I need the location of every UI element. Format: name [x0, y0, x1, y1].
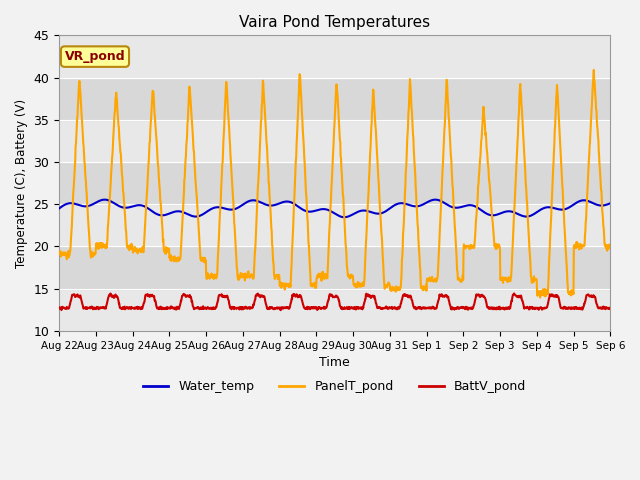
- Legend: Water_temp, PanelT_pond, BattV_pond: Water_temp, PanelT_pond, BattV_pond: [138, 375, 531, 398]
- Bar: [59, 246, 611, 288]
- X-axis label: Time: Time: [319, 356, 350, 369]
- Bar: [59, 78, 611, 120]
- Bar: [59, 204, 611, 246]
- Text: VR_pond: VR_pond: [65, 50, 125, 63]
- Bar: [59, 120, 611, 162]
- Y-axis label: Temperature (C), Battery (V): Temperature (C), Battery (V): [15, 98, 28, 268]
- Bar: [59, 288, 611, 331]
- Bar: [59, 162, 611, 204]
- Bar: [59, 36, 611, 78]
- Title: Vaira Pond Temperatures: Vaira Pond Temperatures: [239, 15, 430, 30]
